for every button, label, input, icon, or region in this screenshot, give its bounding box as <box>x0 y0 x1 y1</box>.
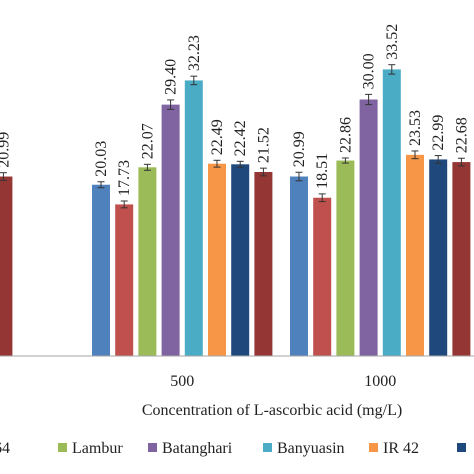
bar-500-s1 <box>115 204 134 356</box>
legend-label: Banyuasin <box>277 440 345 457</box>
error-bar <box>259 167 267 177</box>
x-tick-labels: 500 1000 <box>170 373 396 390</box>
error-bar <box>167 99 175 110</box>
bar-1000-s5 <box>406 154 424 356</box>
error-bar <box>365 93 373 106</box>
bar-500-s6 <box>231 164 250 356</box>
bar-500-s5 <box>208 163 226 356</box>
bar-500-s2 <box>138 167 157 356</box>
error-bar <box>457 157 465 167</box>
error-bar <box>434 155 442 164</box>
error-bar <box>97 181 105 189</box>
bar-1000-s3 <box>359 99 378 356</box>
data-label: 22.07 <box>139 123 156 159</box>
error-bar <box>120 200 128 209</box>
legend-label: Lambur <box>72 440 123 457</box>
data-label: 22.49 <box>209 119 226 155</box>
x-tick-label: 1000 <box>364 373 396 390</box>
legend-swatch <box>58 443 67 452</box>
legend-swatch <box>369 443 378 452</box>
data-label: 18.51 <box>314 153 331 189</box>
error-bar <box>0 172 7 181</box>
data-label: 22.42 <box>232 120 249 156</box>
data-label: 20.03 <box>93 141 110 177</box>
legend-label: IR 42 <box>383 440 419 457</box>
bar-1000-s6 <box>429 159 448 356</box>
bar-500-s4 <box>184 80 203 356</box>
data-label: 33.52 <box>384 24 401 60</box>
legend-swatch <box>263 443 272 452</box>
legend-swatch <box>148 443 157 452</box>
data-label: 21.52 <box>255 127 272 163</box>
legend-swatch <box>457 443 466 452</box>
bar-g0-s7 <box>0 176 13 356</box>
bar-1000-s0 <box>290 176 308 356</box>
x-tick-label: 500 <box>170 373 194 390</box>
data-label: 23.53 <box>407 110 424 146</box>
legend-label: IR 64 <box>0 440 10 457</box>
legend: IR 64 Lambur Batanghari Banyuasin IR 42 <box>0 440 466 457</box>
data-label: 22.68 <box>453 117 470 153</box>
data-label: 20.99 <box>291 131 308 167</box>
error-bar <box>143 163 151 171</box>
error-bar <box>295 171 303 182</box>
bar-1000-s7 <box>452 162 471 356</box>
error-bar <box>236 160 244 168</box>
data-label: 29.40 <box>163 59 180 95</box>
bar-1000-s1 <box>313 197 332 356</box>
data-label: 22.86 <box>337 117 354 153</box>
error-bar <box>388 64 396 75</box>
value-labels-layer: 33.0022.2121.6920.9920.0317.7322.0729.40… <box>0 24 470 196</box>
error-bar <box>341 157 349 164</box>
data-label: 22.99 <box>430 115 447 151</box>
error-bar <box>411 150 419 160</box>
bar-500-s3 <box>161 104 180 356</box>
data-label: 30.00 <box>361 53 378 89</box>
error-bar <box>318 193 326 203</box>
data-label: 32.23 <box>186 35 203 71</box>
legend-label: Batanghari <box>162 440 233 457</box>
data-label: 17.73 <box>116 160 133 196</box>
bar-500-s0 <box>92 184 110 356</box>
x-axis-title: Concentration of L-ascorbic acid (mg/L) <box>142 402 402 419</box>
bar-500-s7 <box>254 172 273 356</box>
bar-1000-s4 <box>382 69 401 357</box>
bar-1000-s2 <box>336 160 355 356</box>
bars-layer <box>0 64 471 357</box>
error-bar <box>213 159 221 168</box>
error-bar <box>190 75 198 86</box>
data-label: 20.99 <box>0 132 12 168</box>
